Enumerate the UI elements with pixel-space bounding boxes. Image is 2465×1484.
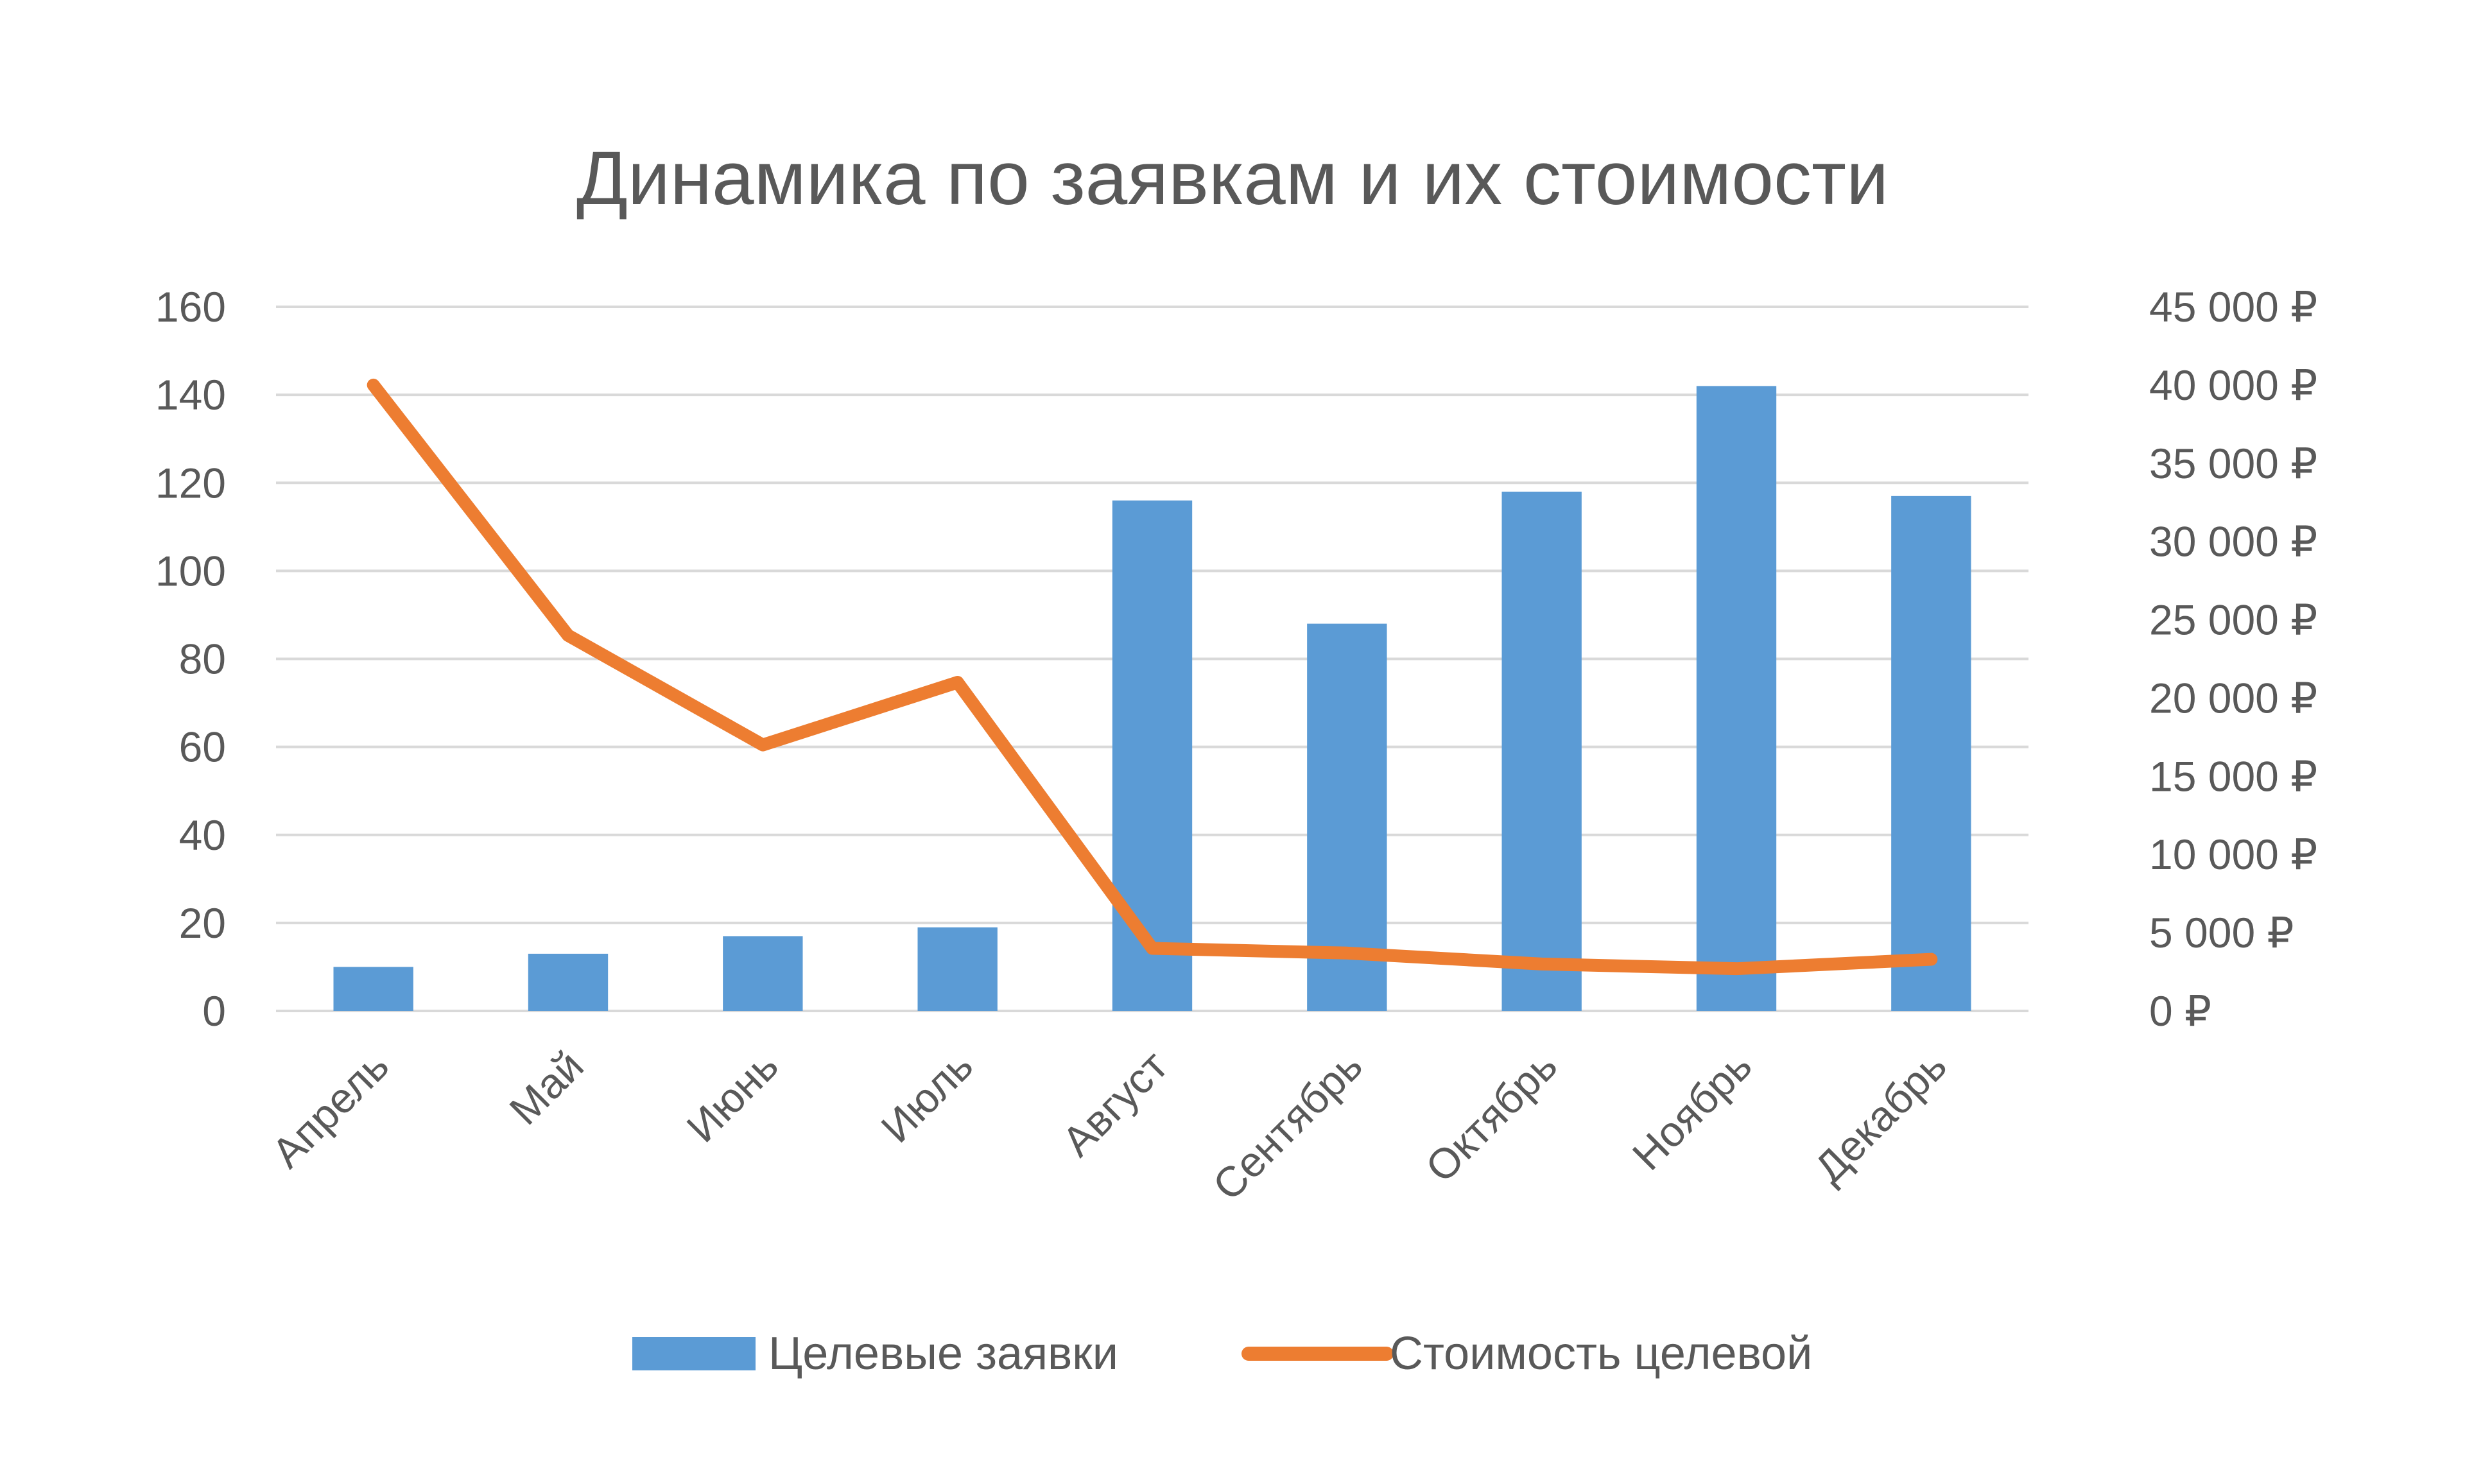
right-tick-label: 35 000 ₽ [2149,440,2317,487]
category-axis: Апрель Май Июнь Июль Август Сентябрь Октябрь Но… [263,1042,1955,1209]
category-label: Май [500,1042,592,1134]
category-label: Апрель [263,1042,398,1177]
right-tick-label: 40 000 ₽ [2149,361,2317,409]
category-label: Август [1053,1042,1177,1166]
left-tick-label: 40 [179,811,226,859]
right-tick-label: 10 000 ₽ [2149,831,2317,878]
left-tick-label: 140 [155,371,226,418]
bar [333,967,413,1011]
category-label: Октябрь [1416,1042,1566,1191]
category-label: Ноябрь [1623,1042,1761,1179]
chart-title: Динамика по заявкам и их стоимости [576,136,1889,221]
bar [1112,500,1193,1011]
legend: Целевые заявки Стоимость целевой [632,1328,1812,1379]
left-tick-label: 0 [202,987,226,1035]
right-tick-label: 25 000 ₽ [2149,596,2317,644]
legend-label-line: Стоимость целевой [1390,1328,1812,1379]
left-tick-label: 100 [155,547,226,594]
right-tick-label: 20 000 ₽ [2149,674,2317,721]
left-tick-label: 160 [155,283,226,331]
bar [1501,491,1582,1011]
left-tick-label: 120 [155,459,226,506]
left-tick-label: 80 [179,635,226,683]
bar [723,936,803,1011]
left-tick-label: 60 [179,723,226,771]
right-tick-label: 45 000 ₽ [2149,283,2317,331]
category-label: Декабрь [1805,1042,1955,1192]
legend-swatch-bars [632,1337,756,1370]
bar [528,953,609,1011]
bar [1696,386,1777,1011]
right-axis: 0 ₽ 5 000 ₽ 10 000 ₽ 15 000 ₽ 20 000 ₽ 25 000… [2149,283,2317,1035]
line-series [367,378,1938,976]
left-axis: 0 20 40 60 80 100 120 140 160 [155,283,226,1035]
category-label: Июнь [677,1042,787,1152]
bar-series [333,386,1971,1011]
right-tick-label: 0 ₽ [2149,987,2211,1035]
category-label: Сентябрь [1204,1042,1371,1209]
bar [1891,496,1971,1011]
bar [917,927,998,1011]
category-label: Июль [872,1042,982,1152]
line-path [367,378,1938,976]
right-tick-label: 5 000 ₽ [2149,909,2294,956]
right-tick-label: 15 000 ₽ [2149,752,2317,800]
right-tick-label: 30 000 ₽ [2149,518,2317,565]
legend-label-bars: Целевые заявки [768,1328,1118,1379]
left-tick-label: 20 [179,899,226,947]
